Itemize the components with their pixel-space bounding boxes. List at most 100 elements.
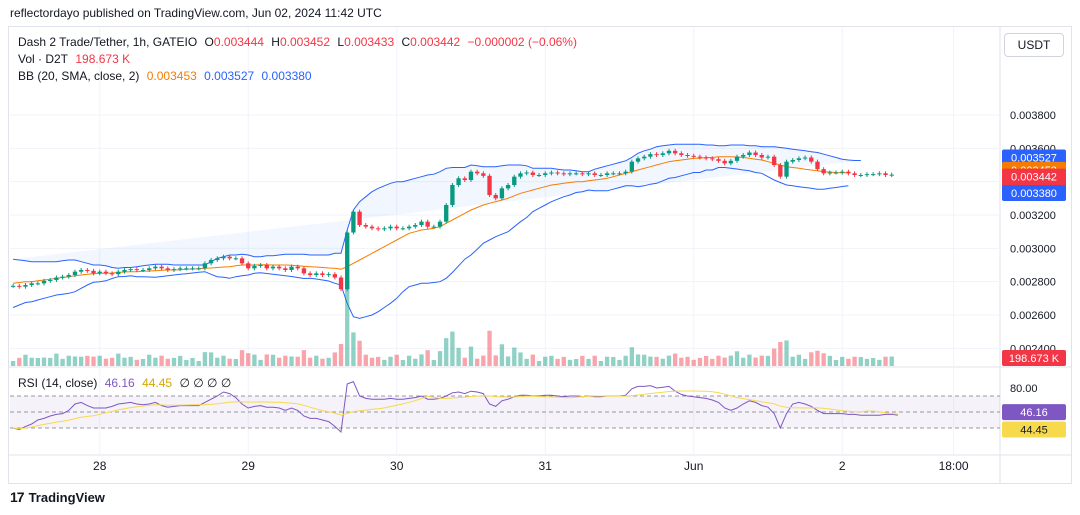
- volume-bar: [573, 359, 579, 366]
- volume-value: 198.673 K: [75, 52, 131, 66]
- candle-body: [555, 172, 560, 174]
- volume-bar: [208, 352, 214, 366]
- candle-body: [493, 195, 498, 199]
- volume-bar: [481, 355, 486, 366]
- bb-lower-line: [12, 167, 849, 319]
- volume-bar: [357, 340, 362, 366]
- volume-bar: [171, 357, 177, 366]
- candle-body: [72, 271, 78, 275]
- volume-bar: [889, 356, 894, 366]
- volume-bar: [165, 358, 170, 366]
- volume-bar: [561, 356, 566, 366]
- candle-body: [586, 173, 591, 175]
- candle-body: [437, 221, 443, 227]
- volume-bar: [10, 361, 16, 366]
- volume-bar: [870, 358, 876, 366]
- candle-body: [450, 185, 455, 205]
- high-value: 0.003452: [279, 35, 331, 49]
- volume-badge: 198.673 K: [1009, 353, 1060, 365]
- candle-body: [549, 172, 554, 174]
- volume-bar: [128, 356, 133, 366]
- volume-bar: [35, 358, 41, 366]
- footer-brand[interactable]: 17 TradingView: [10, 489, 105, 505]
- rsi-badge: 46.16: [1020, 407, 1048, 419]
- volume-bar: [555, 358, 560, 366]
- candle-body: [474, 171, 480, 174]
- candle-body: [134, 269, 140, 271]
- volume-bar: [833, 360, 839, 366]
- rsi-ma-badge: 44.45: [1020, 424, 1048, 436]
- close-label: C: [401, 35, 411, 49]
- volume-bar: [109, 357, 115, 366]
- candle-body: [177, 268, 183, 270]
- volume-bar: [703, 355, 709, 366]
- candle-body: [716, 159, 721, 161]
- candle-body: [85, 270, 90, 271]
- candle-body: [122, 270, 127, 272]
- candle-body: [270, 266, 276, 269]
- volume-bar: [741, 357, 746, 366]
- currency-button[interactable]: USDT: [1004, 33, 1064, 57]
- candle-body: [227, 256, 232, 259]
- candle-body: [109, 273, 115, 275]
- candle-body: [369, 226, 375, 229]
- volume-bar: [369, 357, 375, 366]
- publisher-line: reflectordayo published on TradingView.c…: [10, 6, 382, 20]
- candle-body: [809, 157, 814, 162]
- bb-lower-value: 0.003380: [261, 69, 312, 83]
- volume-bar: [796, 354, 802, 366]
- candle-body: [487, 175, 492, 195]
- volume-bar: [246, 353, 251, 366]
- rsi-tick-label: 80.00: [1010, 383, 1038, 395]
- volume-bar: [456, 347, 461, 366]
- candle-body: [512, 176, 517, 185]
- candle-body: [431, 226, 437, 228]
- volume-bar: [648, 356, 653, 366]
- volume-bar: [394, 354, 399, 366]
- volume-bar: [728, 355, 734, 366]
- volume-bar: [29, 357, 34, 366]
- candle-body: [747, 152, 752, 155]
- candle-body: [246, 263, 251, 269]
- candle-body: [765, 156, 771, 158]
- bb-basis-line: [13, 156, 849, 284]
- candle-body: [654, 154, 659, 156]
- candle-body: [660, 153, 665, 155]
- volume-bar: [852, 356, 857, 366]
- volume-bar: [759, 355, 764, 366]
- volume-bar: [375, 356, 381, 366]
- price-tick-label: 0.003800: [1010, 110, 1056, 122]
- candle-body: [295, 266, 300, 269]
- candle-body: [128, 269, 133, 271]
- candle-body: [877, 173, 882, 175]
- candle-body: [827, 172, 833, 174]
- candle-body: [363, 225, 368, 227]
- candle-body: [208, 260, 214, 264]
- volume-bar: [784, 340, 789, 366]
- volume-bar: [431, 360, 437, 366]
- volume-bar: [827, 355, 833, 366]
- volume-bar: [864, 358, 870, 366]
- volume-bar: [623, 355, 628, 366]
- volume-bar: [462, 357, 467, 366]
- candle-body: [870, 174, 876, 176]
- volume-legend: Vol · D2T 198.673 K: [18, 52, 134, 66]
- candle-body: [97, 271, 102, 274]
- candle-body: [78, 270, 84, 272]
- volume-bar: [765, 355, 771, 366]
- candle-body: [258, 265, 263, 266]
- candle-body: [233, 258, 239, 260]
- candle-body: [821, 169, 826, 174]
- time-tick-label: 29: [242, 459, 256, 473]
- volume-bar: [654, 356, 659, 366]
- candle-body: [481, 173, 486, 176]
- candle-body: [536, 175, 542, 176]
- price-tick-label: 0.002800: [1010, 277, 1056, 289]
- volume-bar: [543, 356, 548, 366]
- volume-bar: [505, 356, 511, 366]
- candle-body: [852, 173, 857, 175]
- volume-bar: [122, 357, 127, 366]
- candle-body: [802, 157, 808, 159]
- volume-bar: [815, 350, 820, 366]
